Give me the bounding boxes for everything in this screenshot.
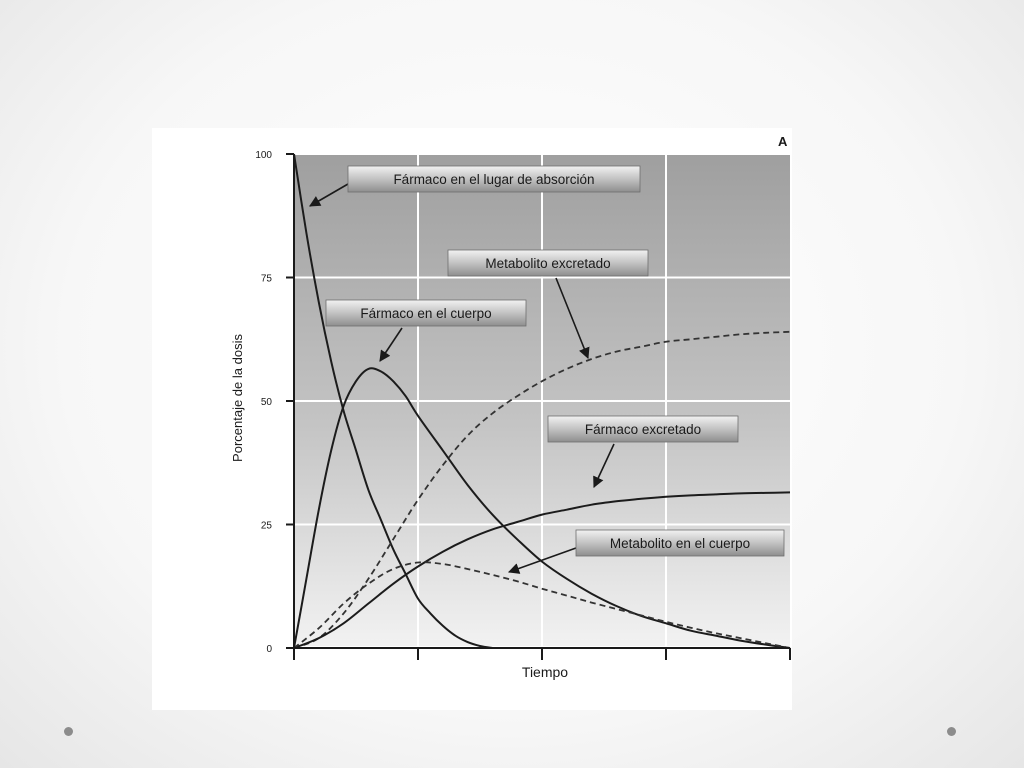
series-line-farmaco-en-el-cuerpo — [293, 367, 791, 649]
grid-lines — [294, 153, 790, 648]
y-tick-label: 50 — [261, 397, 273, 408]
y-axis-label: Porcentaje de la dosis — [230, 334, 245, 462]
x-axis-label: Tiempo — [522, 664, 568, 680]
annotation-label: Fármaco en el lugar de absorción — [393, 172, 594, 187]
annotation-arrow — [309, 183, 349, 207]
annotation-arrow — [507, 547, 577, 574]
annotation-arrow — [555, 277, 590, 360]
annotation-box — [347, 165, 641, 193]
chart-figure: 0 25 50 75 100 A Tiempo Porcentaje de la dos… — [152, 128, 792, 710]
annotation-box — [575, 529, 785, 557]
series-line-farmaco-en-el-lugar-de-absorcion — [293, 153, 493, 649]
series-line-metabolito-en-el-cuerpo — [293, 561, 791, 649]
y-tick-label: 75 — [261, 274, 273, 285]
series-layer — [293, 153, 791, 649]
y-ticks: 0 25 50 75 100 — [255, 150, 294, 655]
annotation-box — [447, 249, 649, 277]
annotation-arrow — [593, 443, 615, 489]
chart-svg: 0 25 50 75 100 A Tiempo Porcentaje de la dos… — [230, 134, 791, 680]
annotation-label: Metabolito excretado — [485, 256, 610, 271]
annotation-box — [547, 415, 739, 443]
x-ticks — [293, 648, 791, 660]
annotation-farmaco-en-el-cuerpo: Fármaco en el cuerpo — [325, 299, 527, 362]
annotation-arrow — [379, 327, 403, 362]
y-tick-label: 100 — [255, 150, 272, 161]
panel-label: A — [778, 134, 788, 149]
annotation-box — [325, 299, 527, 327]
annotation-farmaco-en-el-lugar-de-absorcion: Fármaco en el lugar de absorción — [309, 165, 641, 207]
slide-bullet-left — [64, 727, 73, 736]
y-tick-label: 0 — [266, 644, 272, 655]
annotation-label: Fármaco excretado — [585, 422, 701, 437]
annotation-label: Metabolito en el cuerpo — [610, 536, 750, 551]
y-tick-label: 25 — [261, 521, 273, 532]
annotation-layer: Fármaco en el lugar de absorción Metaboli… — [309, 165, 785, 574]
annotation-metabolito-en-el-cuerpo: Metabolito en el cuerpo — [507, 529, 785, 574]
slide-bullet-right — [947, 727, 956, 736]
series-line-farmaco-excretado — [293, 491, 791, 649]
annotation-label: Fármaco en el cuerpo — [360, 306, 491, 321]
series-line-metabolito-excretado — [293, 330, 791, 649]
annotation-farmaco-excretado: Fármaco excretado — [547, 415, 739, 489]
annotation-metabolito-excretado: Metabolito excretado — [447, 249, 649, 360]
